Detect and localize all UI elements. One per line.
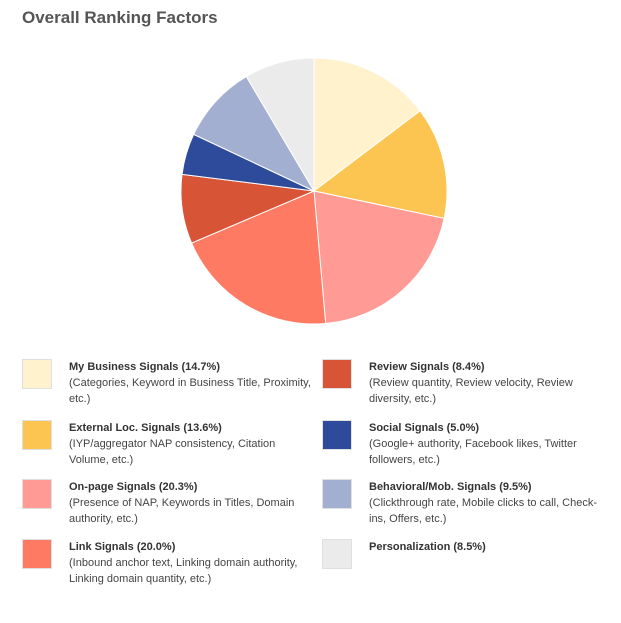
legend-label: Personalization (8.5%) bbox=[369, 541, 486, 553]
pie-slice bbox=[192, 75, 316, 193]
legend-swatch bbox=[22, 420, 52, 450]
pie-slice bbox=[312, 110, 448, 219]
legend-text: On-page Signals (20.3%) (Presence of NAP,… bbox=[69, 479, 314, 527]
legend-description: (Presence of NAP, Keywords in Titles, Do… bbox=[69, 497, 295, 525]
legend-label: Review Signals (8.4%) bbox=[369, 361, 485, 373]
pie-chart bbox=[180, 57, 448, 325]
legend-text: Behavioral/Mob. Signals (9.5%) (Clickthro… bbox=[369, 479, 614, 527]
legend-text: Link Signals (20.0%) (Inbound anchor text… bbox=[69, 539, 314, 587]
legend-text: External Loc. Signals (13.6%) (IYP/aggreg… bbox=[69, 420, 314, 468]
legend-description: (Categories, Keyword in Business Title, … bbox=[69, 377, 311, 405]
pie-slice bbox=[245, 57, 315, 193]
legend-description: (Inbound anchor text, Linking domain aut… bbox=[69, 557, 298, 585]
pie-slice bbox=[313, 190, 445, 325]
legend-description: (Clickthrough rate, Mobile clicks to cal… bbox=[369, 497, 598, 525]
legend-description: (Google+ authority, Facebook likes, Twit… bbox=[369, 438, 577, 466]
legend-label: External Loc. Signals (13.6%) bbox=[69, 422, 222, 434]
legend-label: On-page Signals (20.3%) bbox=[69, 481, 198, 493]
legend-swatch bbox=[22, 479, 52, 509]
chart-title: Overall Ranking Factors bbox=[22, 8, 218, 27]
legend-swatch bbox=[322, 479, 352, 509]
legend-swatch bbox=[22, 539, 52, 569]
pie-slice bbox=[190, 190, 327, 325]
legend-description: (IYP/aggregator NAP consistency, Citatio… bbox=[69, 438, 276, 466]
pie-slice bbox=[313, 57, 421, 193]
legend-text: Review Signals (8.4%) (Review quantity, R… bbox=[369, 359, 614, 407]
legend-text: Personalization (8.5%) bbox=[369, 539, 614, 555]
legend-swatch bbox=[322, 359, 352, 389]
legend-label: Social Signals (5.0%) bbox=[369, 422, 480, 434]
legend-text: Social Signals (5.0%) (Google+ authority,… bbox=[369, 420, 614, 468]
legend-description: (Review quantity, Review velocity, Revie… bbox=[369, 377, 573, 405]
legend-swatch bbox=[22, 359, 52, 389]
legend-label: Behavioral/Mob. Signals (9.5%) bbox=[369, 481, 532, 493]
legend-swatch bbox=[322, 539, 352, 569]
legend-label: My Business Signals (14.7%) bbox=[69, 361, 220, 373]
legend-swatch bbox=[322, 420, 352, 450]
legend-text: My Business Signals (14.7%) (Categories, … bbox=[69, 359, 314, 407]
legend-label: Link Signals (20.0%) bbox=[69, 541, 176, 553]
